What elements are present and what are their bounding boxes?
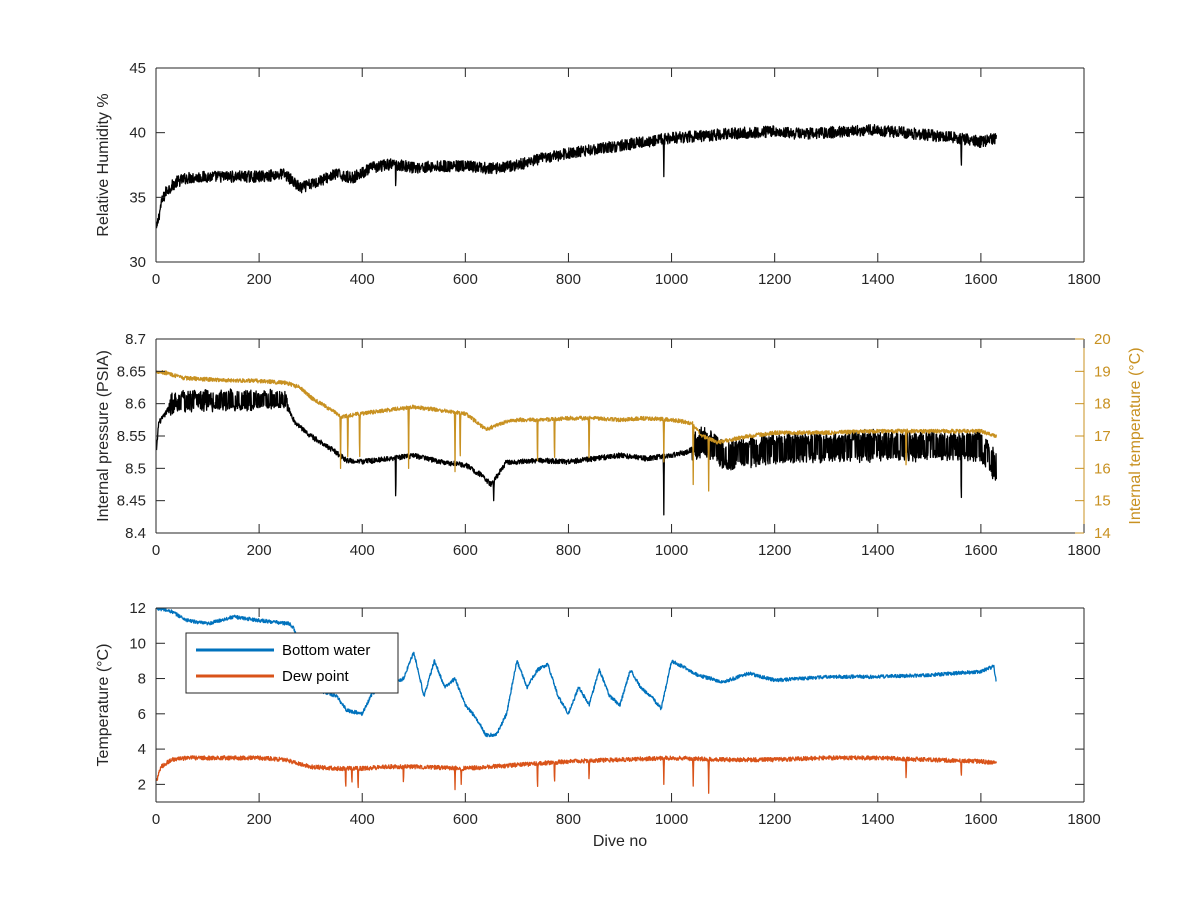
- x-tick-label: 1000: [655, 271, 688, 288]
- x-tick-label: 600: [453, 811, 478, 828]
- legend-label: Dew point: [282, 668, 350, 685]
- x-axis-label: Dive no: [593, 833, 647, 850]
- y-tick-label: 8.7: [125, 331, 146, 348]
- y-tick-label: 8.65: [117, 363, 146, 380]
- series-group: [156, 124, 998, 229]
- x-tick-label: 400: [350, 271, 375, 288]
- y-tick-label-right: 18: [1094, 396, 1111, 413]
- x-tick-label: 400: [350, 811, 375, 828]
- x-tick-label: 200: [247, 271, 272, 288]
- y-tick-label: 2: [138, 776, 146, 793]
- x-tick-label: 0: [152, 811, 160, 828]
- x-tick-label: 800: [556, 542, 581, 559]
- y-axis-label-right: Internal temperature (°C): [1127, 347, 1144, 524]
- series-line-left-axis: [156, 124, 998, 229]
- y-tick-label: 35: [129, 189, 146, 206]
- x-tick-label: 200: [247, 542, 272, 559]
- y-tick-label: 4: [138, 741, 146, 758]
- x-tick-label: 0: [152, 271, 160, 288]
- x-tick-label: 1800: [1067, 271, 1100, 288]
- humidity-plot: 0 200 400 600 800 1000 1200 1400 1600 1800 30 35 40 4…: [95, 60, 1101, 288]
- temperature-plot: 0 200 400 600 800 1000 1200 1400 1600 1800 2 4 6 8 10 1…: [95, 600, 1101, 850]
- y-tick-label: 6: [138, 706, 146, 723]
- x-tick-label: 600: [453, 542, 478, 559]
- series-line-right-axis: [156, 369, 998, 492]
- y-tick-label-right: 19: [1094, 363, 1111, 380]
- legend-box: [185, 632, 399, 694]
- y-axis-label: Internal pressure (PSIA): [95, 350, 112, 522]
- x-tick-label: 1000: [655, 542, 688, 559]
- y-tick-label: 10: [129, 635, 146, 652]
- x-tick-label: 1400: [861, 271, 894, 288]
- x-tick-label: 1800: [1067, 811, 1100, 828]
- x-tick-label: 1200: [758, 271, 791, 288]
- x-tick-label: 1000: [655, 811, 688, 828]
- x-tick-label: 1600: [964, 542, 997, 559]
- x-tick-label: 1600: [964, 271, 997, 288]
- x-tick-label: 1200: [758, 811, 791, 828]
- x-tick-label: 1400: [861, 542, 894, 559]
- y-axis-label: Relative Humidity %: [95, 93, 112, 236]
- y-tick-label: 8.6: [125, 396, 146, 413]
- series-line-left-axis: [156, 388, 998, 516]
- legend: Bottom water Dew point: [185, 632, 399, 694]
- series-line-dew-point: [156, 755, 997, 794]
- y-tick-label-right: 15: [1094, 493, 1111, 510]
- y-tick-label: 8.55: [117, 428, 146, 445]
- series-group: [156, 369, 998, 516]
- y-tick-label: 45: [129, 60, 146, 77]
- y-tick-label-right: 17: [1094, 428, 1111, 445]
- x-tick-label: 1200: [758, 542, 791, 559]
- y-tick-label-right: 20: [1094, 331, 1111, 348]
- y-tick-label: 12: [129, 600, 146, 617]
- y-tick-label-right: 14: [1094, 525, 1111, 542]
- y-tick-label-right: 16: [1094, 460, 1111, 477]
- x-tick-label: 0: [152, 542, 160, 559]
- x-tick-label: 200: [247, 811, 272, 828]
- x-tick-label: 800: [556, 271, 581, 288]
- x-tick-label: 400: [350, 542, 375, 559]
- x-tick-label: 600: [453, 271, 478, 288]
- x-tick-label: 1800: [1067, 542, 1100, 559]
- legend-label: Bottom water: [282, 642, 370, 659]
- x-tick-label: 800: [556, 811, 581, 828]
- y-tick-label: 8.4: [125, 525, 146, 542]
- y-tick-label: 8.45: [117, 493, 146, 510]
- y-axis-label: Temperature (°C): [95, 644, 112, 767]
- y-tick-label: 40: [129, 125, 146, 142]
- x-tick-label: 1600: [964, 811, 997, 828]
- x-tick-label: 1400: [861, 811, 894, 828]
- pressure-temperature-plot: 0 200 400 600 800 1000 1200 1400 1600 1800 8.4 8.45…: [95, 331, 1144, 559]
- y-tick-label: 8.5: [125, 460, 146, 477]
- y-tick-label: 30: [129, 254, 146, 271]
- y-tick-label: 8: [138, 671, 146, 688]
